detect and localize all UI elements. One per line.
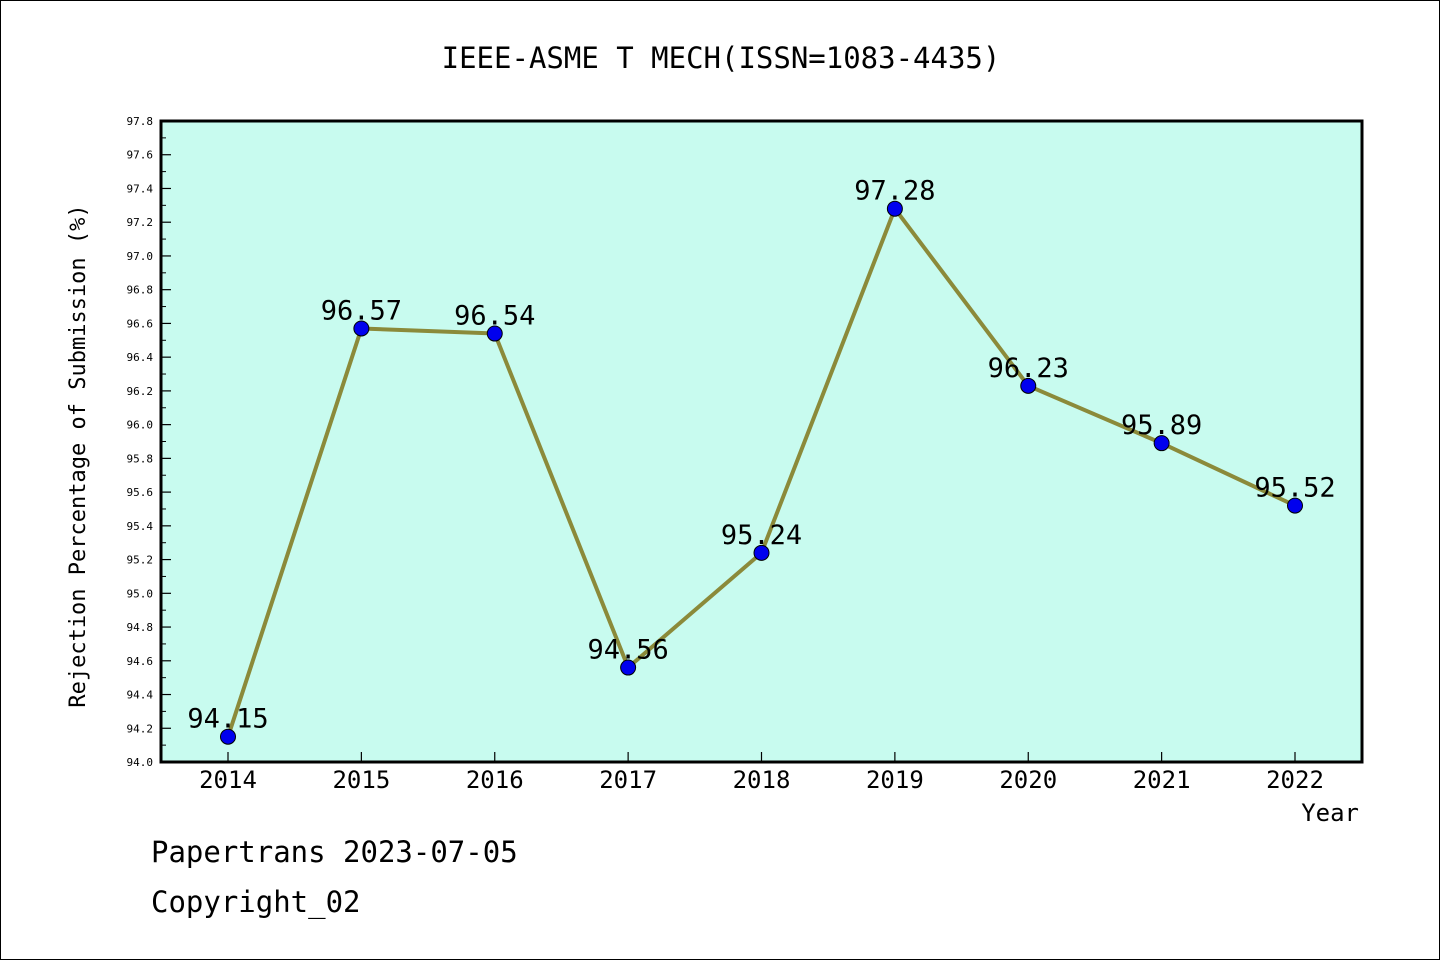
- x-axis-ticks: 2014 2015 2016 2017 2018 2019 2020 2021 2022: [199, 752, 1324, 794]
- y-tick-label: 97.2: [127, 216, 154, 229]
- x-tick-label: 2018: [733, 766, 791, 794]
- x-axis-label: Year: [1301, 799, 1359, 827]
- y-tick-label: 95.0: [127, 587, 154, 600]
- data-point: [486, 325, 503, 342]
- data-label: 96.23: [988, 353, 1069, 384]
- y-tick-label: 97.8: [127, 115, 154, 128]
- x-tick-label: 2015: [332, 766, 390, 794]
- y-tick-label: 94.0: [127, 756, 154, 769]
- x-tick-label: 2019: [866, 766, 924, 794]
- data-point: [353, 320, 370, 337]
- data-point: [753, 544, 770, 561]
- y-tick-label: 95.6: [127, 486, 154, 499]
- y-tick-label: 97.0: [127, 250, 154, 263]
- x-tick-label: 2021: [1133, 766, 1191, 794]
- y-tick-label: 96.6: [127, 317, 154, 330]
- y-tick-label: 96.8: [127, 284, 154, 297]
- chart-title: IEEE-ASME T MECH(ISSN=1083-4435): [442, 41, 1001, 75]
- footer-copyright-line: Copyright_02: [151, 885, 361, 919]
- data-label: 95.24: [721, 520, 802, 551]
- y-tick-label: 94.4: [127, 689, 154, 702]
- y-tick-label: 95.4: [127, 520, 154, 533]
- x-tick-label: 2020: [999, 766, 1057, 794]
- series-layer: 94.15 96.57 96.54 94.56 95.24 97.28 96.23 95.89…: [187, 176, 1336, 745]
- data-label: 96.57: [321, 295, 402, 326]
- y-tick-label: 94.8: [127, 621, 154, 634]
- data-label: 95.89: [1121, 410, 1202, 441]
- y-tick-label: 95.2: [127, 554, 154, 567]
- plot-area: [161, 121, 1362, 762]
- y-tick-label: 94.2: [127, 722, 154, 735]
- x-tick-label: 2016: [466, 766, 524, 794]
- data-label: 95.52: [1254, 473, 1335, 504]
- x-tick-label: 2017: [599, 766, 657, 794]
- data-point: [1153, 435, 1170, 452]
- footer-date-line: Papertrans 2023-07-05: [151, 835, 518, 869]
- y-axis-ticks: 94.0 94.2 94.4 94.6 94.8 95.0 95.2 95.4 95.6 95.8…: [127, 115, 171, 769]
- x-tick-label: 2014: [199, 766, 257, 794]
- y-tick-label: 97.4: [127, 182, 154, 195]
- y-tick-label: 96.4: [127, 351, 154, 364]
- data-label: 94.56: [587, 635, 668, 666]
- data-label: 96.54: [454, 301, 535, 332]
- plot-frame: [159, 119, 1364, 764]
- data-label: 97.28: [854, 176, 935, 207]
- x-tick-label: 2022: [1266, 766, 1324, 794]
- y-tick-label: 97.6: [127, 149, 154, 162]
- data-point: [1287, 497, 1303, 514]
- data-point: [886, 200, 903, 217]
- y-axis-label: Rejection Percentage of Submission (%): [66, 204, 91, 707]
- y-tick-label: 94.6: [127, 655, 154, 668]
- y-tick-label: 95.8: [127, 452, 154, 465]
- data-label: 94.15: [187, 704, 268, 735]
- data-point: [1020, 377, 1037, 394]
- data-point: [220, 728, 236, 745]
- y-tick-label: 96.2: [127, 385, 154, 398]
- data-point: [620, 659, 637, 676]
- y-tick-label: 96.0: [127, 419, 154, 432]
